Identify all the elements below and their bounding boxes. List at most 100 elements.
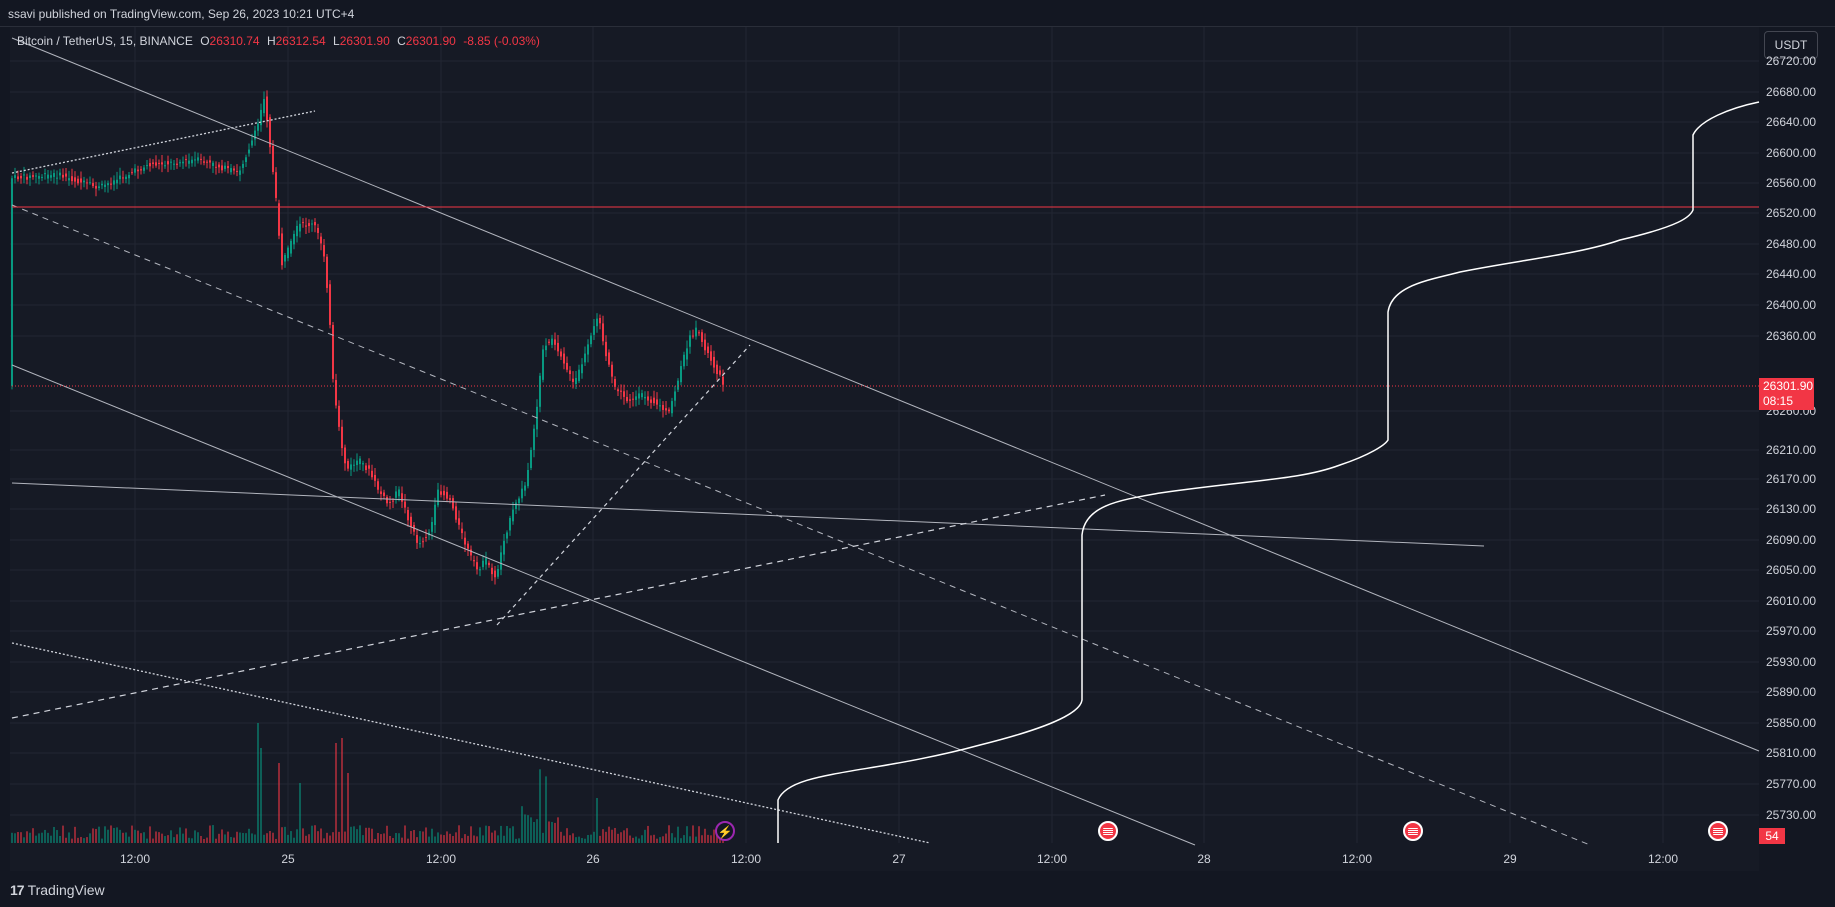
- tradingview-logo[interactable]: 17 TradingView: [10, 882, 105, 898]
- us-flag-icon[interactable]: [1708, 821, 1728, 841]
- currency-button[interactable]: USDT: [1764, 31, 1818, 59]
- time-tick-label: 26: [586, 852, 600, 866]
- volume-bar: [554, 822, 556, 843]
- volume-bar: [353, 826, 355, 843]
- volume-bar: [401, 837, 403, 843]
- volume-bar: [410, 831, 412, 843]
- volume-bar: [56, 830, 58, 843]
- candle-body: [695, 327, 697, 337]
- candle-body: [23, 174, 25, 176]
- volume-bar: [221, 829, 223, 843]
- price-tick-label: 26600.00: [1766, 146, 1817, 160]
- candle-body: [455, 506, 457, 520]
- candle-body: [608, 352, 610, 365]
- lightning-icon[interactable]: ⚡: [715, 821, 735, 841]
- volume-bar: [593, 831, 595, 843]
- candle-body: [707, 346, 709, 354]
- volume-bar: [449, 833, 451, 843]
- candle-body: [473, 560, 475, 562]
- bar-countdown: 08:15: [1763, 394, 1794, 408]
- candle-body: [569, 370, 571, 375]
- candle-body: [125, 176, 127, 180]
- candle-body: [326, 256, 328, 288]
- price-tick-label: 25850.00: [1766, 716, 1817, 730]
- candle-body: [530, 450, 532, 468]
- candle-body: [128, 174, 130, 179]
- candle-body: [698, 332, 700, 334]
- volume-bar: [536, 819, 538, 843]
- volume-bar: [14, 833, 16, 843]
- volume-bar: [326, 832, 328, 843]
- price-tick-label: 25730.00: [1766, 808, 1817, 822]
- candle-body: [203, 161, 205, 163]
- tradingview-mark-icon: 17: [10, 882, 25, 898]
- candle-body: [659, 405, 661, 407]
- volume-bar: [302, 828, 304, 843]
- volume-bar: [113, 827, 115, 843]
- candle-body: [200, 158, 202, 160]
- volume-bar: [251, 833, 253, 843]
- chart-pane[interactable]: [10, 27, 1759, 871]
- candle-body: [335, 380, 337, 406]
- candle-body: [452, 498, 454, 509]
- volume-bar: [386, 825, 388, 843]
- symbol-name[interactable]: Bitcoin / TetherUS, 15, BINANCE: [17, 34, 193, 48]
- volume-bar: [650, 835, 652, 843]
- volume-bar: [146, 838, 148, 843]
- volume-bar: [86, 837, 88, 843]
- trendlines: [11, 37, 1760, 846]
- volume-bar: [638, 838, 640, 843]
- volume-bar: [416, 837, 418, 843]
- candle-body: [719, 370, 721, 375]
- candle-body: [227, 165, 229, 169]
- volume-bar: [611, 829, 613, 843]
- candle-body: [581, 364, 583, 374]
- us-flag-icon[interactable]: [1403, 821, 1423, 841]
- candle-body: [449, 498, 451, 500]
- candle-body: [101, 183, 103, 186]
- volume-bar: [77, 837, 79, 843]
- volume-bar: [479, 827, 481, 843]
- volume-bar: [413, 830, 415, 843]
- volume-bar: [212, 825, 214, 843]
- volume-bar: [98, 826, 100, 843]
- volume-bar: [488, 826, 490, 843]
- volume-bar: [404, 825, 406, 843]
- volume-bar: [107, 829, 109, 843]
- volume-bar: [614, 827, 616, 843]
- candle-body: [161, 162, 163, 165]
- candle-body: [47, 174, 49, 179]
- candle-body: [398, 489, 400, 497]
- volume-bar: [170, 830, 172, 843]
- candle-body: [272, 145, 274, 172]
- volume-bar: [308, 834, 310, 843]
- candle-body: [653, 397, 655, 404]
- volume-bar: [281, 827, 283, 843]
- candle-body: [299, 223, 301, 232]
- candle-body: [524, 485, 526, 491]
- candle-body: [116, 179, 118, 184]
- candle-body: [644, 396, 646, 399]
- volume-bar: [374, 838, 376, 843]
- candle-body: [359, 458, 361, 465]
- projection-path: [777, 101, 1760, 843]
- candle-body: [191, 159, 193, 164]
- volume-bar: [521, 806, 523, 843]
- candle-body: [302, 222, 304, 224]
- volume-bar: [452, 836, 454, 843]
- candle-body: [554, 339, 556, 345]
- us-flag-icon[interactable]: [1098, 821, 1118, 841]
- price-tick-label: 25930.00: [1766, 655, 1817, 669]
- candle-body: [542, 349, 544, 380]
- volume-bar: [362, 835, 364, 843]
- volume-bar: [587, 835, 589, 843]
- volume-bar: [158, 832, 160, 843]
- candle-body: [467, 543, 469, 549]
- candle-body: [674, 391, 676, 401]
- candle-body: [482, 560, 484, 568]
- time-tick-label: 12:00: [119, 852, 151, 866]
- volume-bar: [254, 834, 256, 843]
- candle-body: [281, 233, 283, 266]
- candle-body: [614, 378, 616, 387]
